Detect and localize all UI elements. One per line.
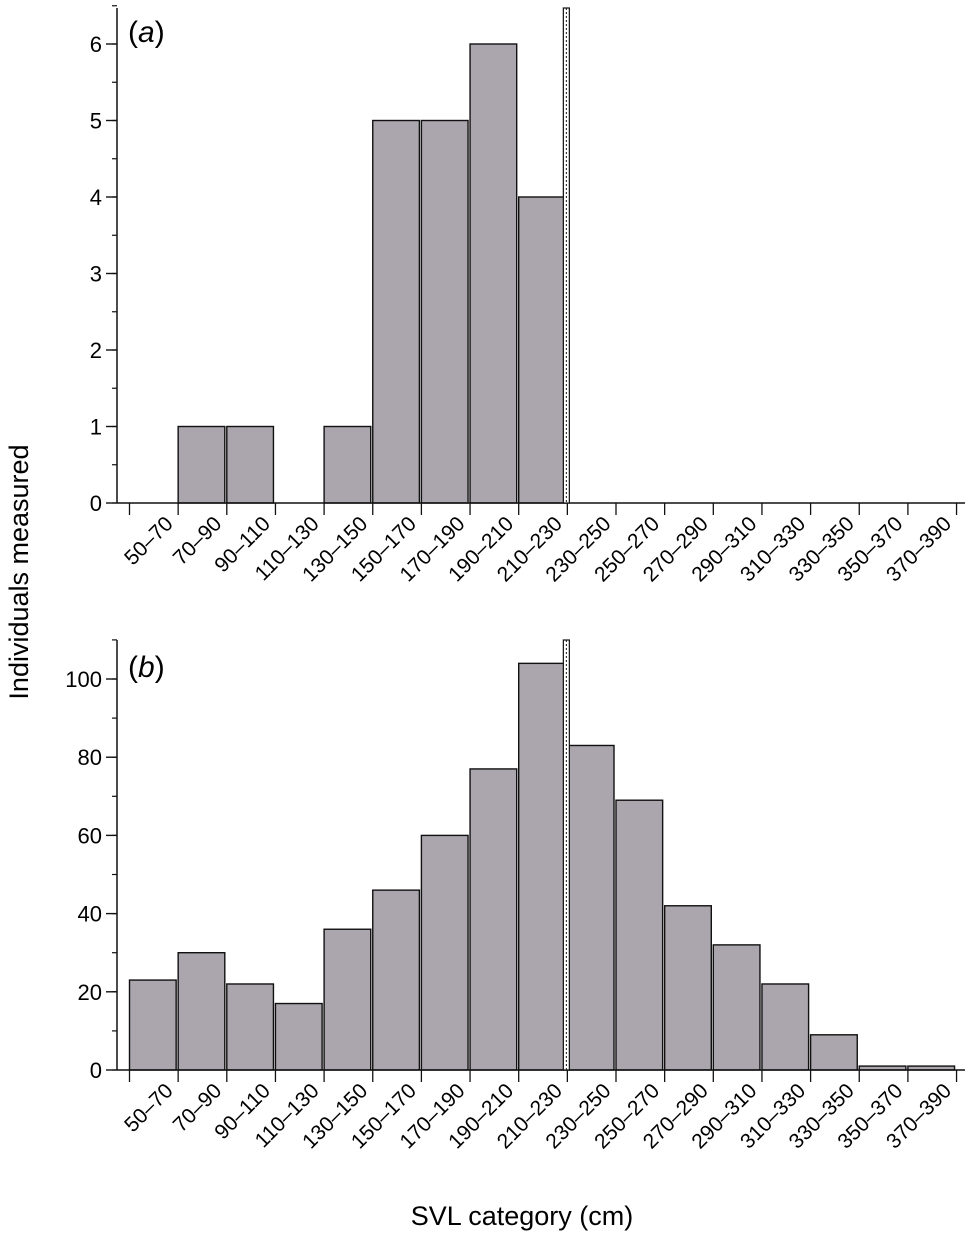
y-tick-label: 40 [78,902,102,927]
bar [226,983,275,1071]
bar [420,119,469,504]
y-axis-title: Individuals measured [4,444,34,699]
bar [177,952,226,1071]
y-tick-label: 5 [90,109,102,134]
bar [274,1002,323,1071]
bar [226,425,275,504]
x-tick-label: 50–70 [120,1079,178,1137]
chart-panel-b: 02040608010050–7070–9090–110110–130130–1… [65,639,965,1153]
bar [469,768,518,1071]
y-tick-label: 4 [90,185,102,210]
y-tick-label: 80 [78,745,102,770]
bar [128,979,177,1071]
bar [615,799,664,1071]
bar [372,889,421,1071]
x-tick-label: 50–70 [120,512,178,570]
panel-label: (a) [128,16,165,49]
panel-label: (b) [128,651,165,684]
y-tick-label: 2 [90,338,102,363]
bar [323,425,372,504]
bar [469,43,518,504]
bar [518,662,567,1071]
y-tick-label: 6 [90,32,102,57]
bar [420,834,469,1071]
y-tick-label: 100 [65,667,102,692]
y-tick-label: 1 [90,415,102,440]
y-tick-label: 20 [78,980,102,1005]
y-tick-label: 3 [90,262,102,287]
bar [663,905,713,1071]
y-tick-label: 0 [90,1058,102,1083]
bar [761,983,810,1071]
chart-panel-a: 012345650–7070–9090–110110–130130–150150… [90,5,965,586]
y-tick-label: 60 [78,823,102,848]
x-axis-title: SVL category (cm) [411,1201,634,1231]
bar [809,1034,858,1071]
y-tick-label: 0 [90,491,102,516]
bar [712,944,761,1071]
bar [372,119,421,504]
bar [177,425,226,504]
bar [323,928,372,1071]
bar [566,744,615,1071]
bar [518,196,567,504]
